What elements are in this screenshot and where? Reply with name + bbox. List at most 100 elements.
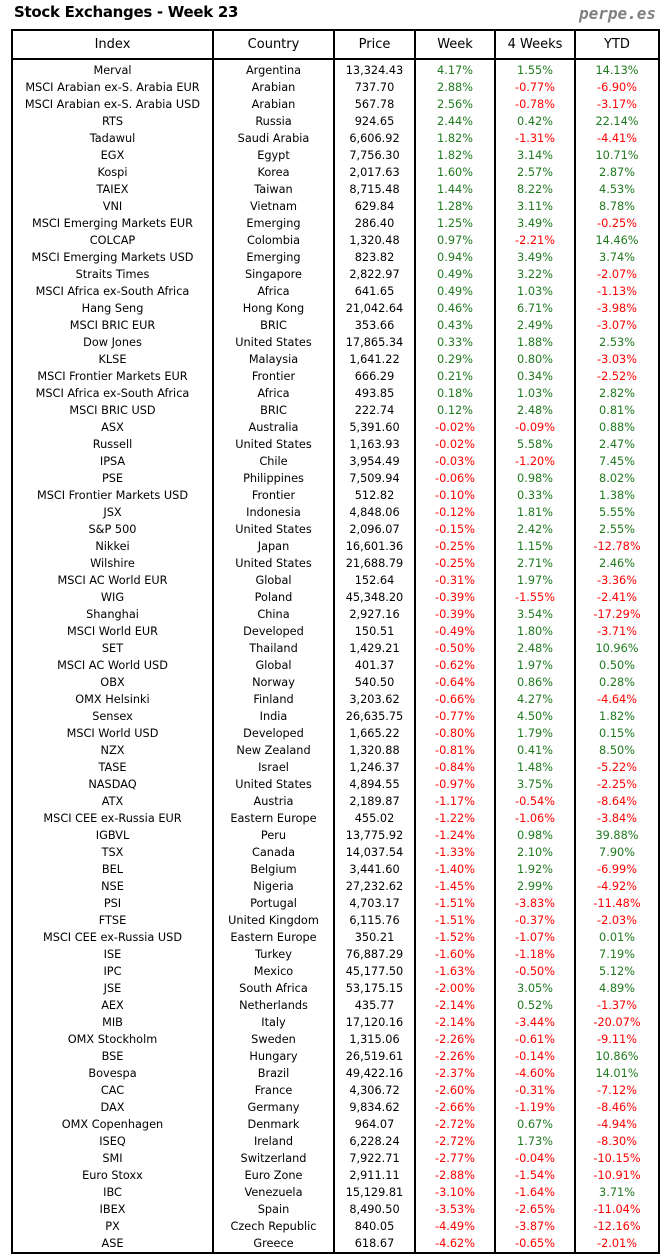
cell-index: MSCI AC World USD (11, 657, 214, 674)
cell-week: 2.44% (414, 113, 496, 130)
cell-index: MSCI Arabian ex-S. Arabia EUR (11, 79, 214, 96)
cell-price: 8,715.48 (333, 181, 416, 198)
cell-4-weeks: 3.11% (494, 198, 576, 215)
cell-index: IPC (11, 963, 214, 980)
table-row: TSX Canada 14,037.54 -1.33% 2.10% 7.90% (11, 844, 660, 861)
cell-ytd: -4.92% (574, 878, 660, 895)
cell-4-weeks: 0.98% (494, 827, 576, 844)
cell-week: -1.60% (414, 946, 496, 963)
cell-price: 150.51 (333, 623, 416, 640)
cell-index: MSCI Africa ex-South Africa (11, 385, 214, 402)
cell-index: TAIEX (11, 181, 214, 198)
cell-week: -2.72% (414, 1133, 496, 1150)
cell-country: Norway (212, 674, 335, 691)
cell-week: 0.29% (414, 351, 496, 368)
cell-4-weeks: 0.98% (494, 470, 576, 487)
cell-week: -2.72% (414, 1116, 496, 1133)
cell-week: -2.37% (414, 1065, 496, 1082)
cell-ytd: -11.48% (574, 895, 660, 912)
cell-country: India (212, 708, 335, 725)
cell-index: SET (11, 640, 214, 657)
cell-country: Italy (212, 1014, 335, 1031)
cell-ytd: -2.07% (574, 266, 660, 283)
cell-4-weeks: 1.73% (494, 1133, 576, 1150)
cell-price: 353.66 (333, 317, 416, 334)
cell-week: -3.10% (414, 1184, 496, 1201)
cell-4-weeks: 3.49% (494, 215, 576, 232)
cell-ytd: 0.28% (574, 674, 660, 691)
cell-4-weeks: -1.18% (494, 946, 576, 963)
cell-country: BRIC (212, 402, 335, 419)
table-body: Merval Argentina 13,324.43 4.17% 1.55% 14.13%… (11, 59, 660, 1253)
table-row: MSCI Emerging Markets USD Emerging 823.82 0… (11, 249, 660, 266)
cell-ytd: -3.98% (574, 300, 660, 317)
cell-index: IGBVL (11, 827, 214, 844)
table-row: PX Czech Republic 840.05 -4.49% -3.87% -12.16… (11, 1218, 660, 1235)
cell-country: Indonesia (212, 504, 335, 521)
cell-country: France (212, 1082, 335, 1099)
cell-week: -0.25% (414, 538, 496, 555)
cell-country: Eastern Europe (212, 929, 335, 946)
cell-index: TASE (11, 759, 214, 776)
cell-country: Japan (212, 538, 335, 555)
cell-4-weeks: 0.41% (494, 742, 576, 759)
cell-country: United States (212, 334, 335, 351)
table-row: Hang Seng Hong Kong 21,042.64 0.46% 6.71% -3.… (11, 300, 660, 317)
cell-4-weeks: -0.65% (494, 1235, 576, 1253)
cell-4-weeks: 2.49% (494, 317, 576, 334)
cell-week: -0.66% (414, 691, 496, 708)
cell-index: WIG (11, 589, 214, 606)
table-row: Straits Times Singapore 2,822.97 0.49% 3.22%… (11, 266, 660, 283)
cell-country: United States (212, 436, 335, 453)
cell-4-weeks: 1.48% (494, 759, 576, 776)
cell-week: -2.66% (414, 1099, 496, 1116)
cell-ytd: -17.29% (574, 606, 660, 623)
cell-week: -1.45% (414, 878, 496, 895)
cell-price: 823.82 (333, 249, 416, 266)
cell-price: 7,922.71 (333, 1150, 416, 1167)
cell-ytd: 14.01% (574, 1065, 660, 1082)
table-row: MSCI Frontier Markets USD Frontier 512.82-… (11, 487, 660, 504)
cell-ytd: 3.71% (574, 1184, 660, 1201)
cell-week: -0.15% (414, 521, 496, 538)
cell-price: 6,228.24 (333, 1133, 416, 1150)
cell-price: 4,894.55 (333, 776, 416, 793)
cell-country: Frontier (212, 368, 335, 385)
cell-country: China (212, 606, 335, 623)
cell-4-weeks: 8.22% (494, 181, 576, 198)
cell-week: -0.12% (414, 504, 496, 521)
cell-index: DAX (11, 1099, 214, 1116)
table-row: OMX Copenhagen Denmark 964.07 -2.72% 0.67% -4… (11, 1116, 660, 1133)
cell-week: -1.51% (414, 912, 496, 929)
cell-4-weeks: -1.55% (494, 589, 576, 606)
cell-price: 9,834.62 (333, 1099, 416, 1116)
cell-country: Vietnam (212, 198, 335, 215)
table-row: Kospi Korea 2,017.63 1.60% 2.57% 2.87% (11, 164, 660, 181)
cell-ytd: 39.88% (574, 827, 660, 844)
cell-index: OMX Stockholm (11, 1031, 214, 1048)
cell-ytd: 14.13% (574, 59, 660, 79)
cell-country: Switzerland (212, 1150, 335, 1167)
cell-4-weeks: -3.44% (494, 1014, 576, 1031)
cell-ytd: 8.02% (574, 470, 660, 487)
cell-country: Austria (212, 793, 335, 810)
cell-4-weeks: 3.54% (494, 606, 576, 623)
cell-price: 4,703.17 (333, 895, 416, 912)
table-row: NSE Nigeria 27,232.62 -1.45% 2.99% -4.92% (11, 878, 660, 895)
cell-ytd: 5.12% (574, 963, 660, 980)
cell-country: Malaysia (212, 351, 335, 368)
cell-price: 435.77 (333, 997, 416, 1014)
cell-4-weeks: -1.19% (494, 1099, 576, 1116)
cell-country: Emerging (212, 249, 335, 266)
cell-country: Colombia (212, 232, 335, 249)
table-row: MSCI Emerging Markets EUR Emerging 286.40 1… (11, 215, 660, 232)
cell-week: -2.26% (414, 1031, 496, 1048)
cell-ytd: -10.15% (574, 1150, 660, 1167)
cell-week: 1.44% (414, 181, 496, 198)
cell-ytd: 2.53% (574, 334, 660, 351)
cell-country: Netherlands (212, 997, 335, 1014)
cell-4-weeks: 3.22% (494, 266, 576, 283)
cell-country: Ireland (212, 1133, 335, 1150)
table-row: S&P 500 United States 2,096.07 -0.15% 2.42% 2… (11, 521, 660, 538)
table-row: MSCI CEE ex-Russia EUR Eastern Europe 455.… (11, 810, 660, 827)
